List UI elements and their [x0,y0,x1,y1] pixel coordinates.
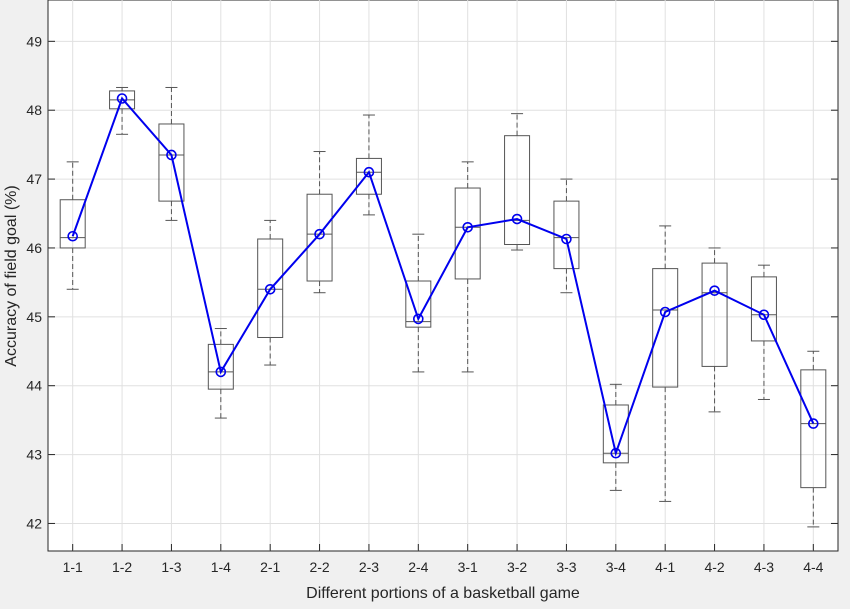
y-tick-label: 44 [26,378,42,394]
mean-point-1-1 [67,230,78,242]
box-4-4 [800,369,827,489]
mean-point-3-3 [561,233,572,245]
mean-point-4-4 [808,418,819,429]
box-layer [59,86,827,528]
x-tick-label: 1-2 [112,559,132,575]
mean-point-3-1 [462,221,473,233]
mean-point-3-2 [511,213,523,225]
line-series-layer [67,93,819,459]
box-2-4 [405,280,432,328]
mean-point-3-4 [610,447,622,459]
x-axis-title: Different portions of a basketball game [306,585,580,602]
box-2-1 [257,238,284,338]
x-tick-label: 2-3 [359,559,379,575]
y-axis-title: Accuracy of field goal (%) [3,185,20,366]
mean-point-2-1 [264,283,276,295]
mean-point-2-4 [413,313,424,325]
box-1-1 [59,199,86,249]
mean-point-1-2 [116,93,128,104]
x-tick-label: 4-3 [754,559,774,575]
x-tick-label: 4-4 [803,559,823,575]
mean-point-2-3 [363,166,375,178]
x-tick-label: 2-4 [408,559,428,575]
mean-point-2-2 [314,228,325,240]
y-tick-label: 49 [26,33,42,49]
x-tick-label: 3-1 [458,559,478,575]
y-tick-label: 42 [26,515,42,531]
mean-point-1-3 [166,149,177,161]
y-tick-label: 48 [26,102,42,118]
y-tick-label: 43 [26,447,42,463]
mean-line [71,96,815,457]
plot-area [47,0,839,552]
x-tick-label: 3-3 [556,559,576,575]
x-tick-label: 3-2 [507,559,527,575]
box-3-4 [602,404,629,464]
mean-point-4-2 [709,285,720,296]
x-tick-label: 1-4 [211,559,231,575]
mean-point-4-1 [659,306,671,318]
x-tick-label: 2-2 [309,559,329,575]
x-tick-label: 3-4 [606,559,626,575]
axis-layer: 42 43 44 45 46 47 48 49 1-1 1-2 1-3 1-4 2-1 2-2 2-3 2-4… [26,33,838,575]
y-tick-label: 45 [26,309,42,325]
x-tick-label: 4-2 [704,559,724,575]
box-3-2 [504,135,531,246]
x-tick-label: 4-1 [655,559,675,575]
mean-point-1-4 [215,366,227,378]
box-1-4 [207,343,234,390]
x-tick-label: 2-1 [260,559,280,575]
box-2-2 [306,193,333,282]
x-tick-label: 1-3 [161,559,181,575]
y-tick-label: 46 [26,240,42,256]
mean-point-4-3 [758,309,770,321]
box-3-1 [454,187,481,280]
box-1-3 [158,123,185,202]
x-tick-label: 1-1 [63,559,83,575]
box-2-3 [355,157,382,195]
box-4-1 [652,268,679,388]
box-4-2 [701,262,728,367]
y-tick-label: 47 [26,171,42,187]
